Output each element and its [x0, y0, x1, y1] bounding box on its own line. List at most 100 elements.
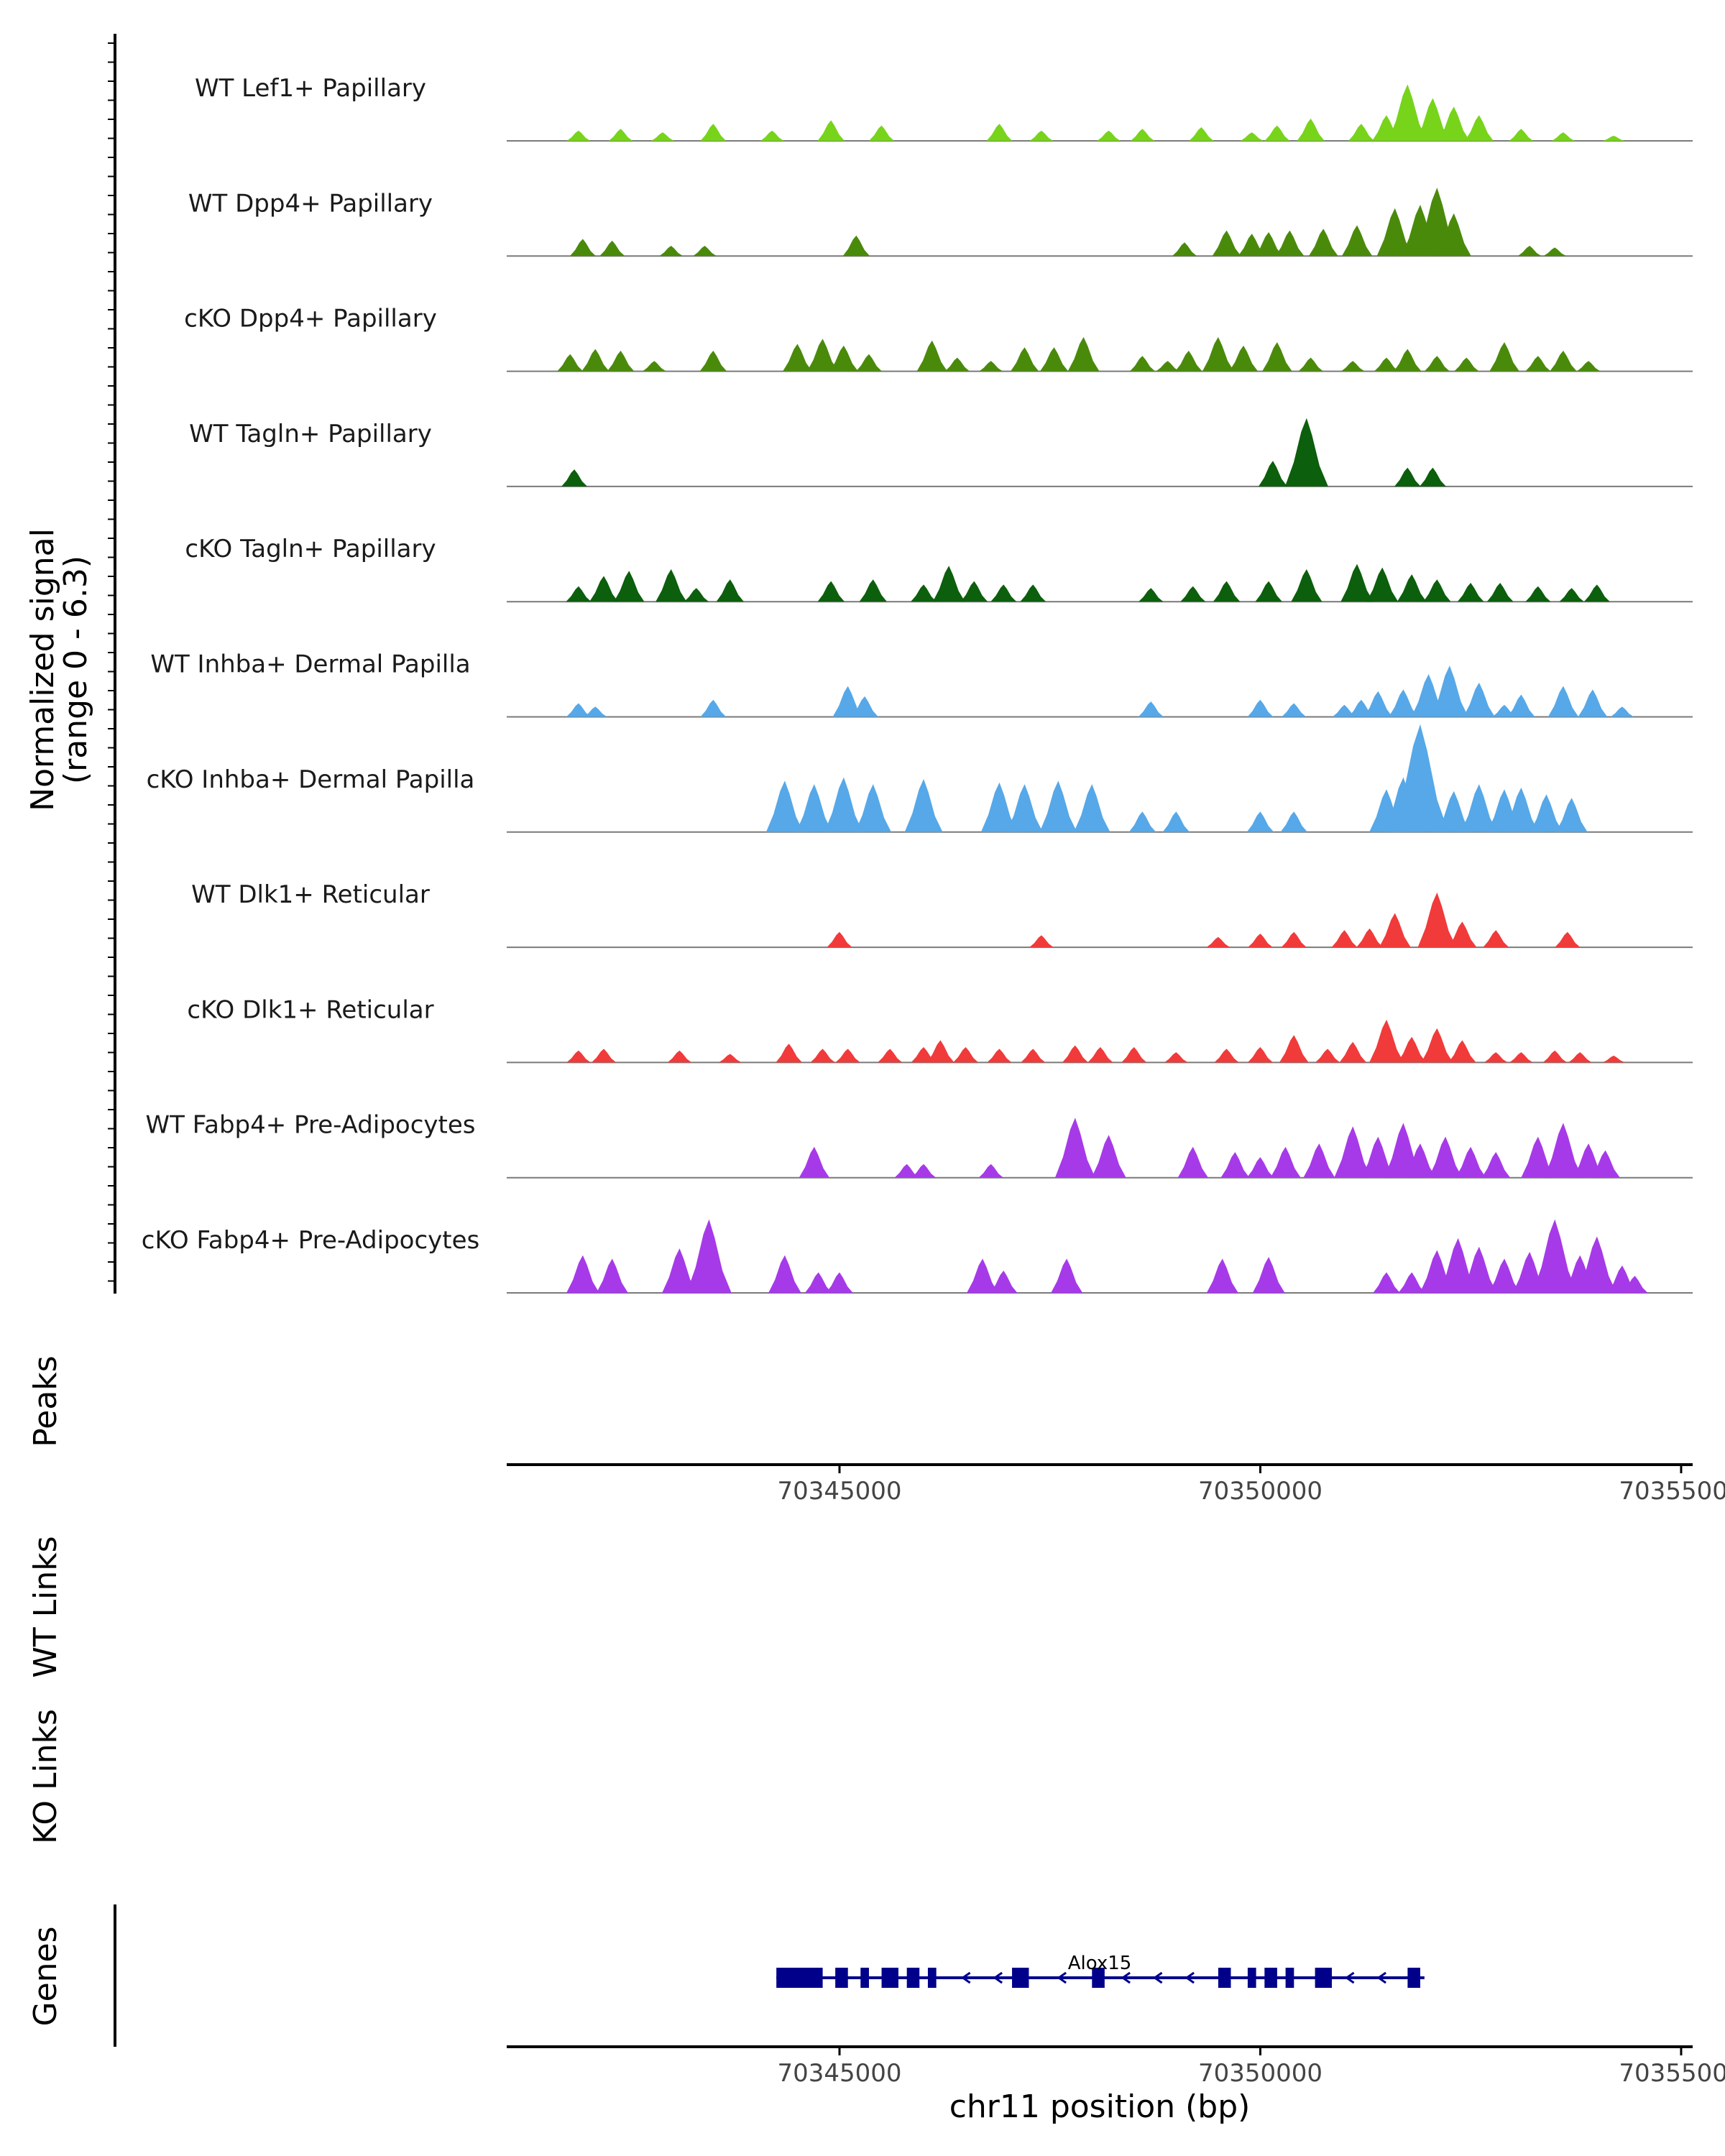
coverage-peak [557, 354, 584, 372]
coverage-peak [1437, 791, 1471, 832]
y-axis-title-line1: Normalized signal [24, 528, 61, 811]
coverage-peak [978, 1164, 1003, 1178]
coverage-peak [684, 588, 709, 602]
x-tick-label: 70345000 [777, 2059, 901, 2088]
coverage-peak [662, 1248, 697, 1293]
coverage-peak [643, 361, 666, 372]
coverage-peak [1374, 357, 1399, 372]
coverage-peak [584, 706, 607, 717]
coverage-peak [1455, 1146, 1486, 1178]
coverage-peak [1448, 1040, 1476, 1063]
coverage-peak [1308, 229, 1338, 257]
coverage-peak [1555, 798, 1588, 832]
coverage-peak [1530, 794, 1563, 832]
coverage-peak [868, 125, 895, 141]
coverage-peak [1509, 129, 1534, 141]
coverage-peak [607, 351, 635, 372]
coverage-peak [1029, 935, 1054, 948]
coverage-peak [1578, 689, 1608, 717]
coverage-peak [1438, 106, 1470, 141]
coverage-peak [1356, 928, 1384, 948]
coverage-peak [1021, 1049, 1046, 1063]
coverage-peak [599, 240, 625, 257]
coverage-peak [1206, 1258, 1238, 1293]
coverage-peak [566, 1255, 599, 1293]
coverage-peak [566, 703, 592, 717]
coverage-peak [1591, 1150, 1620, 1178]
coverage-peak [591, 1049, 617, 1063]
strand-arrow [1153, 1971, 1163, 1984]
coverage-peak [1341, 225, 1373, 257]
coverage-peak [1398, 1272, 1426, 1293]
coverage-peak [926, 1040, 954, 1063]
coverage-peak [855, 784, 891, 832]
coverage-peak [1213, 581, 1241, 602]
coverage-peak [1255, 581, 1282, 602]
coverage-peak [783, 344, 812, 372]
coverage-peak [1212, 230, 1241, 257]
coverage-peak [1339, 1041, 1367, 1063]
coverage-peak [768, 1255, 801, 1293]
gene-label: Alox15 [1068, 1953, 1132, 1974]
coverage-peak [986, 124, 1013, 141]
coverage-peak [817, 581, 845, 602]
coverage-peak [1334, 1126, 1372, 1178]
coverage-peak [1542, 1050, 1568, 1063]
gene-exon [1407, 1968, 1420, 1988]
coverage-peak [581, 349, 610, 372]
track-7: WT Dlk1+ Reticular [191, 880, 1693, 949]
coverage-peak [1175, 351, 1202, 372]
coverage-peak [1363, 691, 1393, 717]
coverage-peak [827, 931, 852, 948]
track-label: cKO Fabp4+ Pre-Adipocytes [142, 1226, 480, 1255]
coverage-peak [1421, 1028, 1453, 1063]
coverage-peak [1547, 686, 1579, 717]
gene-exon [906, 1968, 920, 1988]
coverage-peak [1369, 1019, 1404, 1063]
coverage-peak [718, 1054, 742, 1063]
coverage-peak [1246, 1157, 1274, 1178]
gene-exon [1315, 1968, 1333, 1988]
coverage-peak [651, 132, 675, 141]
coverage-peak [1240, 132, 1264, 141]
coverage-peak [566, 130, 591, 141]
coverage-peak [596, 1258, 628, 1293]
coverage-peak [1373, 1272, 1400, 1293]
track-3: WT Tagln+ Papillary [189, 418, 1693, 487]
track-10: cKO Fabp4+ Pre-Adipocytes [142, 1219, 1693, 1294]
coverage-peak [894, 1164, 919, 1178]
coverage-peak [589, 576, 619, 602]
coverage-peak [1484, 1052, 1508, 1063]
coverage-peak [1376, 208, 1413, 257]
coverage-peak [1603, 135, 1625, 141]
coverage-peak [1262, 342, 1292, 372]
coverage-peak [911, 584, 937, 602]
coverage-peak [1275, 230, 1305, 257]
coverage-peak [807, 338, 839, 372]
coverage-peak [987, 1049, 1012, 1063]
peaks-panel-label: Peaks [27, 1355, 64, 1447]
track-label: WT Dpp4+ Papillary [188, 189, 433, 218]
coverage-peak [1610, 706, 1634, 717]
coverage-peak [796, 784, 833, 832]
coverage-peak [1121, 1047, 1147, 1063]
track-6: cKO Inhba+ Dermal Papilla [147, 724, 1693, 833]
coverage-peak [1254, 232, 1283, 257]
strand-arrow [1184, 1971, 1195, 1984]
coverage-peak [716, 579, 744, 602]
coverage-peak [1348, 124, 1374, 141]
coverage-peak [1214, 1049, 1239, 1063]
coverage-peak [944, 357, 970, 372]
coverage-peak [856, 354, 882, 372]
x-tick-label: 70345000 [777, 1477, 901, 1506]
coverage-peak [776, 1044, 803, 1063]
gene-exon [1285, 1968, 1294, 1988]
coverage-peak [1361, 1136, 1395, 1178]
coverage-peak [810, 1049, 835, 1063]
coverage-peak [932, 566, 965, 602]
gene-exon [1247, 1968, 1256, 1988]
x-axis-title: chr11 position (bp) [949, 2088, 1251, 2125]
coverage-peak [1481, 1152, 1511, 1178]
coverage-peak [835, 1049, 860, 1063]
